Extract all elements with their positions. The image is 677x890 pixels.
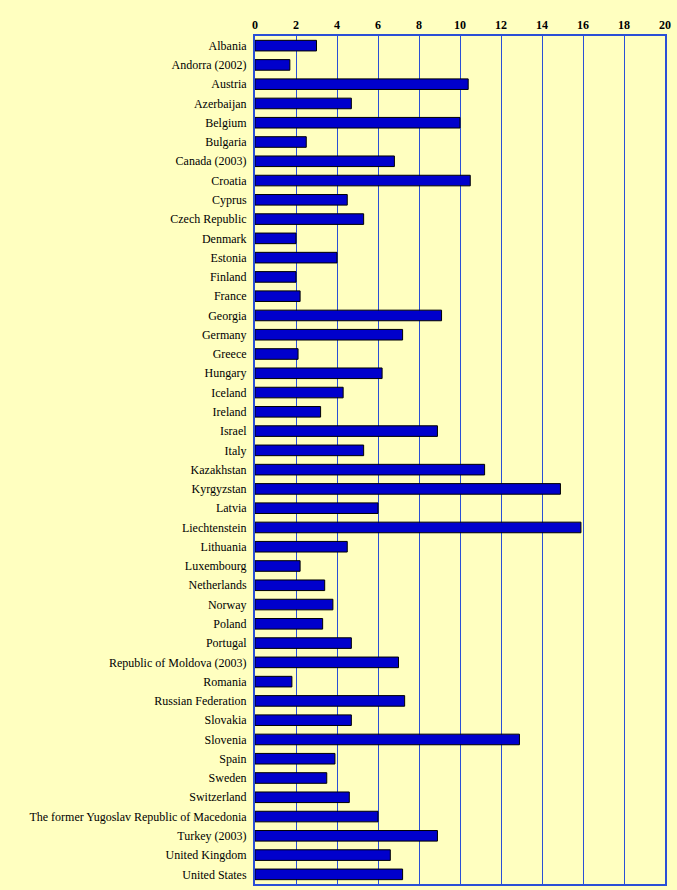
svg-text:Hungary: Hungary (205, 366, 247, 380)
svg-text:Kyrgyzstan: Kyrgyzstan (191, 482, 246, 496)
svg-text:Spain: Spain (219, 752, 246, 766)
svg-text:4: 4 (334, 18, 340, 32)
svg-text:Croatia: Croatia (211, 174, 247, 188)
svg-text:Italy: Italy (225, 444, 247, 458)
svg-text:Lithuania: Lithuania (201, 540, 248, 554)
svg-text:Slovenia: Slovenia (205, 733, 248, 747)
svg-text:Georgia: Georgia (208, 309, 247, 323)
svg-text:12: 12 (495, 18, 507, 32)
svg-text:20: 20 (659, 18, 671, 32)
svg-text:France: France (214, 289, 247, 303)
svg-text:Germany: Germany (202, 328, 247, 342)
svg-text:Ireland: Ireland (213, 405, 247, 419)
svg-text:Slovakia: Slovakia (205, 713, 248, 727)
svg-text:Romania: Romania (203, 675, 247, 689)
svg-text:2: 2 (293, 18, 299, 32)
svg-text:Azerbaijan: Azerbaijan (194, 97, 247, 111)
svg-text:Denmark: Denmark (202, 232, 247, 246)
svg-text:Bulgaria: Bulgaria (205, 135, 247, 149)
svg-text:Belgium: Belgium (205, 116, 247, 130)
svg-text:Luxembourg: Luxembourg (185, 559, 247, 573)
svg-text:United Kingdom: United Kingdom (166, 848, 248, 862)
svg-text:Sweden: Sweden (209, 771, 247, 785)
svg-text:Poland: Poland (213, 617, 246, 631)
svg-text:Portugal: Portugal (206, 636, 247, 650)
svg-text:18: 18 (618, 18, 630, 32)
svg-text:Czech Republic: Czech Republic (170, 212, 246, 226)
svg-text:Greece: Greece (213, 347, 247, 361)
svg-text:Canada (2003): Canada (2003) (176, 154, 247, 168)
svg-text:Israel: Israel (220, 424, 247, 438)
svg-text:Turkey (2003): Turkey (2003) (177, 829, 246, 843)
svg-text:Estonia: Estonia (211, 251, 248, 265)
svg-text:16: 16 (577, 18, 589, 32)
svg-text:Austria: Austria (211, 77, 247, 91)
svg-text:Russian Federation: Russian Federation (154, 694, 246, 708)
svg-text:Netherlands: Netherlands (189, 578, 247, 592)
svg-text:Iceland: Iceland (211, 386, 246, 400)
svg-text:Liechtenstein: Liechtenstein (182, 521, 247, 535)
svg-text:0: 0 (252, 18, 258, 32)
svg-text:Finland: Finland (210, 270, 247, 284)
svg-text:The former Yugoslav Republic o: The former Yugoslav Republic of Macedoni… (29, 810, 247, 824)
svg-text:14: 14 (536, 18, 548, 32)
svg-text:8: 8 (416, 18, 422, 32)
svg-text:10: 10 (454, 18, 466, 32)
svg-text:Norway: Norway (208, 598, 247, 612)
svg-text:Latvia: Latvia (216, 501, 247, 515)
svg-text:Kazakhstan: Kazakhstan (191, 463, 247, 477)
svg-text:Cyprus: Cyprus (212, 193, 247, 207)
svg-text:Republic of Moldova (2003): Republic of Moldova (2003) (109, 656, 247, 670)
svg-text:United States: United States (182, 868, 247, 882)
svg-text:6: 6 (375, 18, 381, 32)
svg-text:Albania: Albania (209, 39, 248, 53)
svg-text:Andorra (2002): Andorra (2002) (172, 58, 247, 72)
svg-text:Switzerland: Switzerland (189, 790, 246, 804)
